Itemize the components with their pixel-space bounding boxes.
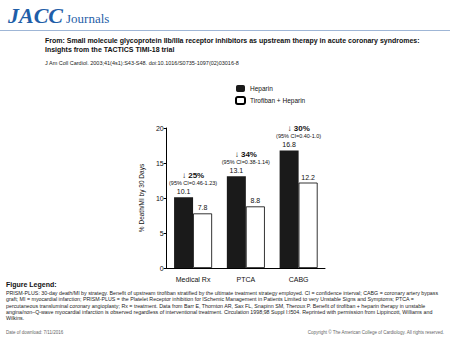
svg-text:16.8: 16.8 xyxy=(282,141,296,148)
svg-text:↓ 25%: ↓ 25% xyxy=(182,171,204,180)
svg-text:13.1: 13.1 xyxy=(230,167,244,174)
svg-text:(95% CI=0.46-1.23): (95% CI=0.46-1.23) xyxy=(169,180,217,186)
svg-text:15: 15 xyxy=(156,160,164,167)
svg-text:0: 0 xyxy=(160,265,164,272)
svg-text:12.2: 12.2 xyxy=(301,174,315,181)
svg-text:PTCA: PTCA xyxy=(237,276,256,283)
svg-text:↓ 30%: ↓ 30% xyxy=(287,124,309,133)
svg-text:5: 5 xyxy=(160,230,164,237)
svg-text:(95% CI=0.38-1.14): (95% CI=0.38-1.14) xyxy=(222,159,270,165)
svg-text:% Death/MI by 30 Days: % Death/MI by 30 Days xyxy=(138,163,146,232)
svg-text:Tirofiban + Heparin: Tirofiban + Heparin xyxy=(250,97,306,105)
html-text:Figure Legend:: Figure Legend: xyxy=(6,281,57,288)
svg-text:(95% CI=0.40-1.0): (95% CI=0.40-1.0) xyxy=(276,133,321,139)
svg-text:10.1: 10.1 xyxy=(177,188,191,195)
html-text:Date of download: 7/11/2016: Date of download: 7/11/2016 xyxy=(6,330,64,335)
svg-text:8.8: 8.8 xyxy=(250,197,260,204)
html-text:From: Small molecule glycoprot: From: Small molecule glycoprotein IIb/II… xyxy=(45,37,420,53)
svg-text:10: 10 xyxy=(156,195,164,202)
html-text:PRISM-PLUS: 30-day death/MI by: PRISM-PLUS: 30-day death/MI by strategy.… xyxy=(6,290,439,322)
svg-text:Heparin: Heparin xyxy=(250,85,273,93)
html-text:JACCJournals: JACCJournals xyxy=(8,3,110,28)
svg-text:↓ 34%: ↓ 34% xyxy=(235,150,257,159)
svg-text:7.8: 7.8 xyxy=(198,204,208,211)
svg-text:Medical Rx: Medical Rx xyxy=(176,276,211,283)
svg-text:CABG: CABG xyxy=(289,276,309,283)
html-text:J Am Coll Cardiol. 2003;41(4s1: J Am Coll Cardiol. 2003;41(4s1):S43-S48.… xyxy=(45,60,239,66)
html-text:Copyright © The American Colle: Copyright © The American College of Card… xyxy=(307,330,444,335)
svg-text:20: 20 xyxy=(156,125,164,132)
